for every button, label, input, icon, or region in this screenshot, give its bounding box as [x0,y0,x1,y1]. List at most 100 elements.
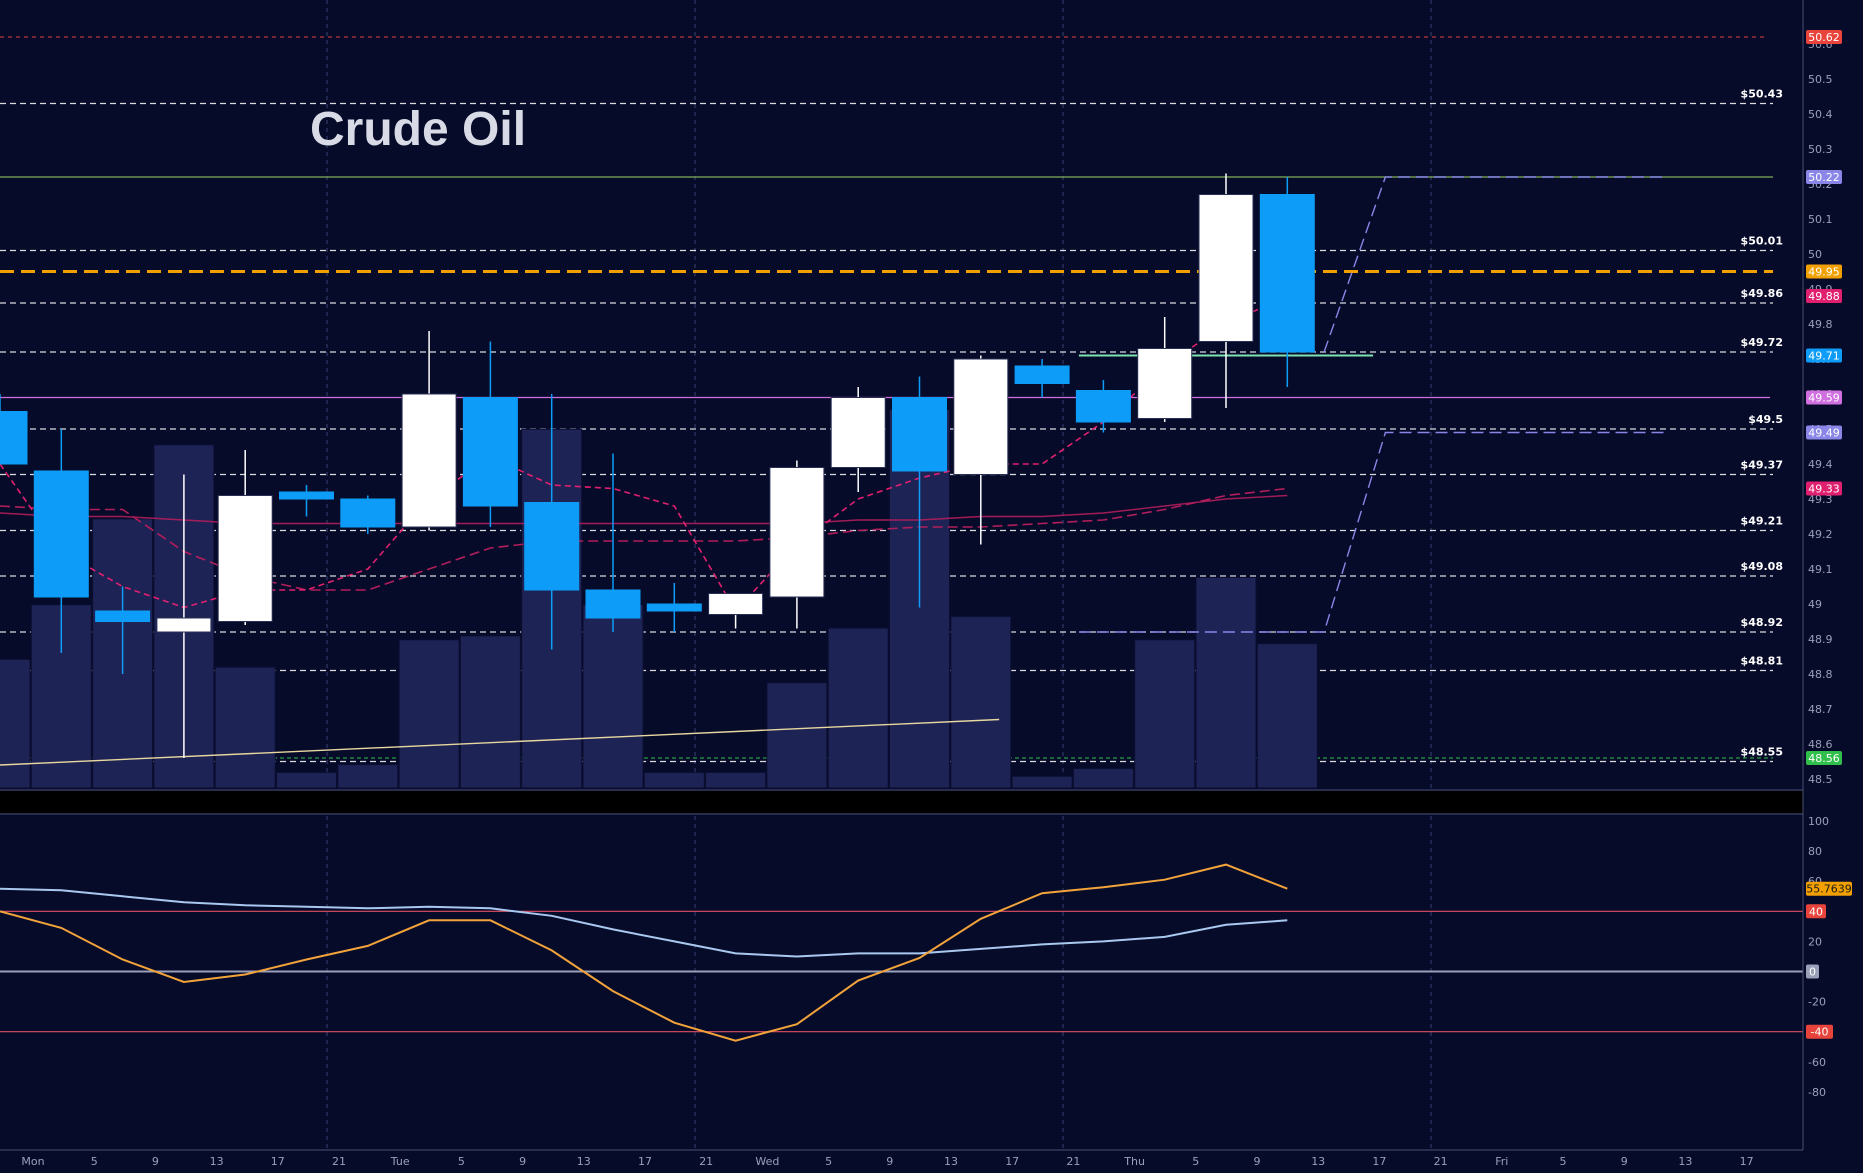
level-label: $48.55 [1741,746,1783,759]
price-badge-label: 49.33 [1808,483,1840,496]
candle [585,453,641,632]
price-tick-label: 49.3 [1808,493,1833,506]
level-label: $49.86 [1741,287,1784,300]
level-label: $49.21 [1741,515,1783,528]
candle-body [1014,365,1070,384]
price-tick-label: 49.1 [1808,563,1833,576]
projection-upper [1323,176,1668,353]
time-tick-label: 17 [638,1155,652,1168]
time-tick-label: Tue [390,1155,410,1168]
volume-bar [276,771,337,789]
price-badge [1806,481,1842,496]
level-label: $49.37 [1741,459,1783,472]
band-badge [1806,964,1819,979]
candle [1075,380,1131,433]
price-tick-label: 49.8 [1808,318,1833,331]
time-tick-label: 17 [1372,1155,1386,1168]
price-badge [1806,390,1842,405]
price-badge [1806,751,1842,765]
candle [1259,177,1315,387]
chart-title: Crude Oil [310,103,526,156]
price-tick-label: 49.2 [1808,528,1833,541]
price-badge [1806,348,1842,363]
candle [279,485,334,517]
candle [95,586,151,674]
time-tick-label: 17 [271,1155,285,1168]
price-tick-label: 48.5 [1808,773,1833,786]
candle-body [953,358,1009,475]
candle-body [279,491,334,500]
band-badge-label: 40 [1809,905,1823,918]
level-lines: $50.43 $50.01 $49.86 $49.72 $49.5 $49.37 $49.2… [0,36,1784,763]
time-tick-label: 9 [152,1155,159,1168]
oscillator-tick-label: 20 [1808,935,1822,948]
candle-body [892,397,947,472]
time-tick-label: 21 [332,1155,346,1168]
candle [769,460,825,629]
price-tick-label: 48.8 [1808,668,1833,681]
candle [401,331,457,531]
price-tick-label: 49.4 [1808,458,1833,471]
candle-body [646,603,702,612]
time-tick-label: 21 [699,1155,713,1168]
price-badge [1806,264,1842,279]
candle-body [462,397,518,507]
oscillator-tick-label: -80 [1808,1086,1826,1099]
price-tick-label: 50.4 [1808,108,1833,121]
band-badge-label: 0 [1809,966,1816,979]
candle-body [585,589,641,619]
price-tick-label: 48.9 [1808,633,1833,646]
candle-body [830,397,886,468]
price-badge-label: 49.88 [1808,290,1840,303]
price-badge [1806,170,1842,184]
price-tick-label: 49 [1808,598,1822,611]
price-badge-label: 49.59 [1808,392,1840,405]
time-tick-label: 5 [825,1155,832,1168]
oscillator-value-label: 55.7639 [1806,883,1852,896]
volume-bar [459,635,521,789]
level-label: $50.43 [1741,88,1783,101]
candle-body [1137,348,1193,419]
candle-body [33,470,89,598]
time-tick-label: 17 [1740,1155,1754,1168]
time-tick-label: 9 [1254,1155,1261,1168]
price-badge-label: 49.71 [1808,350,1840,363]
time-tick-label: 21 [1434,1155,1448,1168]
candle [830,387,886,492]
candle [524,394,580,650]
candle [0,394,28,465]
time-tick-label: 9 [519,1155,526,1168]
time-tick-label: 5 [458,1155,465,1168]
candle-body [401,393,457,528]
long-moving-average [0,494,1288,525]
price-tick-label: 50.3 [1808,143,1833,156]
volume-bar [1256,643,1318,789]
time-tick-label: 21 [1066,1155,1080,1168]
time-tick-label: 13 [1311,1155,1325,1168]
level-label: $50.01 [1741,235,1783,248]
candle [340,495,396,534]
oscillator-k-line [0,863,1288,1042]
candle [1198,173,1254,408]
oscillator-tick-label: -20 [1808,996,1826,1009]
time-tick-label: Wed [755,1155,779,1168]
candle [33,429,89,653]
oscillator-d-line [0,887,1288,958]
oscillator-tick-label: 80 [1808,845,1822,858]
price-badge [1806,30,1842,44]
time-tick-label: Mon [21,1155,44,1168]
candle [646,583,702,632]
volume-bar [0,658,31,789]
candle [953,355,1009,545]
candle-body [524,502,580,591]
candle-body [1075,390,1131,423]
volume-bar [1011,775,1073,789]
candle-body [156,617,212,633]
price-tick-label: 48.7 [1808,703,1833,716]
time-tick-label: 17 [1005,1155,1019,1168]
time-tick-label: 13 [577,1155,591,1168]
price-badge [1806,289,1842,303]
price-badge-label: 50.62 [1808,31,1840,44]
